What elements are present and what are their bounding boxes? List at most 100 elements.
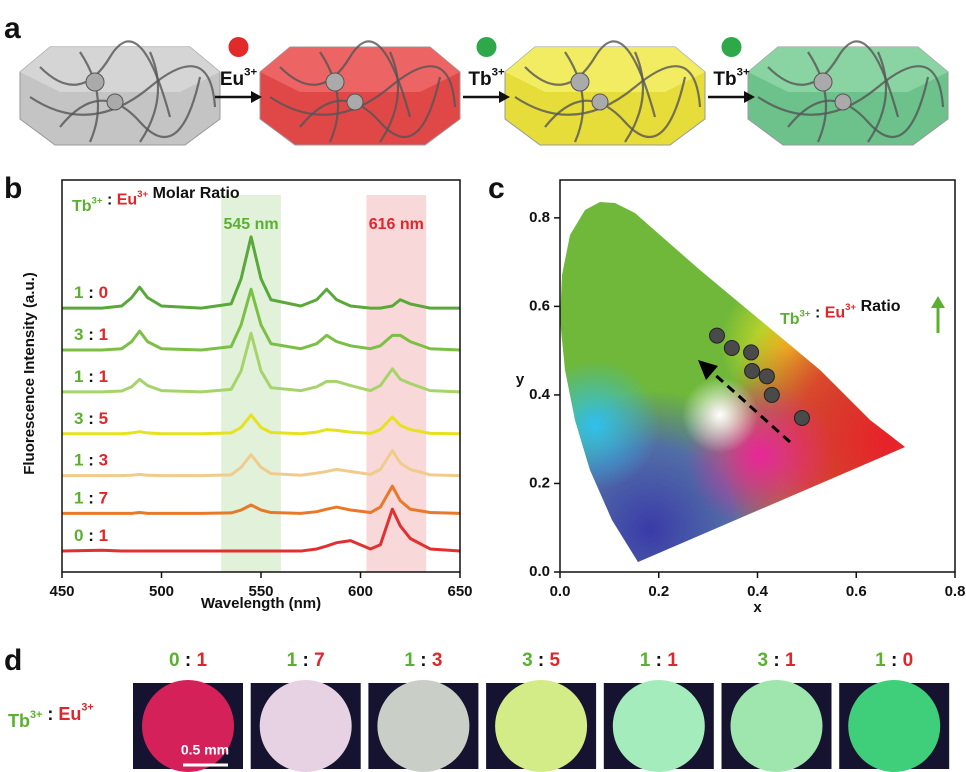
text-part: : bbox=[180, 650, 197, 671]
panel-label: b bbox=[4, 172, 22, 205]
data-point bbox=[744, 345, 759, 360]
superscript: 3+ bbox=[244, 66, 257, 78]
cie-diagram bbox=[550, 190, 920, 570]
crosslink bbox=[86, 73, 104, 91]
text-part: 1 bbox=[667, 650, 678, 671]
ratio-legend: Tb3+ : Eu3+ bbox=[8, 701, 94, 730]
sample-disc bbox=[260, 680, 352, 772]
highlight-band bbox=[221, 195, 281, 572]
panel-label: a bbox=[4, 12, 21, 45]
x-tick-label: 500 bbox=[149, 583, 174, 600]
ion-label: Tb3+ bbox=[468, 66, 505, 90]
superscript: 3+ bbox=[800, 308, 811, 319]
text-part: 3 bbox=[74, 325, 83, 344]
text-part: : bbox=[42, 704, 58, 724]
data-point bbox=[710, 328, 725, 343]
text-part: : bbox=[533, 650, 550, 671]
text-part: : bbox=[297, 650, 314, 671]
sample-disc bbox=[731, 680, 823, 772]
ion-label: Eu3+ bbox=[220, 66, 258, 90]
series-label: 3 : 1 bbox=[74, 325, 108, 344]
text-part: : bbox=[650, 650, 667, 671]
text-part: Tb bbox=[780, 311, 800, 328]
text-part: 1 bbox=[74, 451, 83, 470]
text-part: : bbox=[83, 527, 98, 546]
text-part: : bbox=[768, 650, 785, 671]
superscript: 3+ bbox=[737, 66, 750, 78]
ion-label: Tb3+ bbox=[713, 66, 750, 90]
band-label: 545 nm bbox=[223, 216, 278, 233]
text-part: : bbox=[83, 284, 98, 303]
sample-ratio: 0 : 1 bbox=[169, 650, 207, 671]
x-tick-label: 0.2 bbox=[648, 583, 669, 600]
text-part: : bbox=[886, 650, 903, 671]
ion bbox=[722, 37, 742, 57]
text-part: 1 bbox=[404, 650, 415, 671]
x-tick-label: 0.8 bbox=[945, 583, 966, 600]
annotation: Tb3+ : Eu3+ Ratio bbox=[780, 298, 901, 328]
y-tick-label: 0.2 bbox=[529, 474, 550, 491]
text-part: 1 bbox=[875, 650, 886, 671]
text-part: : bbox=[811, 305, 825, 322]
text-part: Eu bbox=[220, 69, 244, 90]
sample-disc bbox=[848, 680, 940, 772]
y-tick-label: 0.0 bbox=[529, 563, 550, 580]
text-part: Eu bbox=[117, 192, 137, 209]
sample-ratio: 3 : 1 bbox=[757, 650, 795, 671]
text-part: 7 bbox=[99, 489, 108, 508]
text-part: : bbox=[83, 451, 98, 470]
chart-title: Tb3+ : Eu3+ Molar Ratio bbox=[72, 185, 240, 215]
text-part: 0 bbox=[903, 650, 914, 671]
superscript: 3+ bbox=[845, 302, 856, 313]
crosslink bbox=[107, 94, 123, 110]
text-part: : bbox=[83, 367, 98, 386]
x-tick-label: 650 bbox=[447, 583, 472, 600]
y-tick-label: 0.4 bbox=[529, 386, 551, 403]
series-label: 1 : 3 bbox=[74, 451, 108, 470]
superscript: 3+ bbox=[92, 195, 103, 206]
x-axis-label: Wavelength (nm) bbox=[201, 595, 321, 612]
text-part: : bbox=[415, 650, 432, 671]
y-tick-label: 0.6 bbox=[529, 297, 550, 314]
text-part: 1 bbox=[785, 650, 796, 671]
superscript: 3+ bbox=[30, 709, 42, 721]
text-part: Tb bbox=[72, 198, 92, 215]
panel-label: c bbox=[488, 172, 505, 205]
x-tick-label: 0.4 bbox=[747, 583, 769, 600]
crosslink bbox=[835, 94, 851, 110]
text-part: : bbox=[83, 489, 98, 508]
series-label: 1 : 7 bbox=[74, 489, 108, 508]
sample-ratio: 1 : 7 bbox=[287, 650, 325, 671]
ion bbox=[229, 37, 249, 57]
gel-top bbox=[20, 47, 220, 92]
crosslink bbox=[347, 94, 363, 110]
text-part: 1 bbox=[99, 527, 108, 546]
x-tick-label: 0.0 bbox=[550, 583, 571, 600]
text-part: 1 bbox=[287, 650, 298, 671]
text-part: 3 bbox=[522, 650, 533, 671]
superscript: 3+ bbox=[81, 701, 93, 713]
text-part: 3 bbox=[432, 650, 443, 671]
text-part: 7 bbox=[314, 650, 325, 671]
x-tick-label: 0.6 bbox=[846, 583, 867, 600]
text-part: 1 bbox=[99, 367, 108, 386]
text-part: 0 bbox=[169, 650, 180, 671]
sample-disc bbox=[377, 680, 469, 772]
text-part: : bbox=[83, 325, 98, 344]
series-label: 0 : 1 bbox=[74, 527, 108, 546]
data-point bbox=[764, 387, 779, 402]
text-part: Molar Ratio bbox=[148, 185, 240, 202]
text-part: : bbox=[83, 409, 98, 428]
gel-top bbox=[505, 47, 705, 92]
sample-ratio: 1 : 3 bbox=[404, 650, 442, 671]
data-point bbox=[759, 369, 774, 384]
text-part: Eu bbox=[825, 305, 845, 322]
sample-ratio: 1 : 0 bbox=[875, 650, 913, 671]
text-part: 1 bbox=[74, 367, 83, 386]
data-point bbox=[745, 364, 760, 379]
panel-a: Eu3+Tb3+Tb3+ bbox=[20, 37, 948, 145]
y-tick-label: 0.8 bbox=[529, 209, 550, 226]
